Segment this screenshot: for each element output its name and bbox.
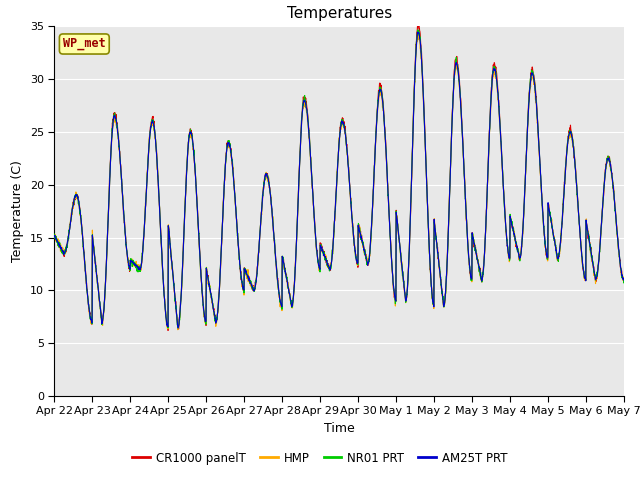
Title: Temperatures: Temperatures bbox=[287, 6, 392, 21]
Legend: CR1000 panelT, HMP, NR01 PRT, AM25T PRT: CR1000 panelT, HMP, NR01 PRT, AM25T PRT bbox=[128, 447, 512, 469]
Y-axis label: Temperature (C): Temperature (C) bbox=[12, 160, 24, 262]
Text: WP_met: WP_met bbox=[63, 37, 106, 50]
X-axis label: Time: Time bbox=[324, 422, 355, 435]
